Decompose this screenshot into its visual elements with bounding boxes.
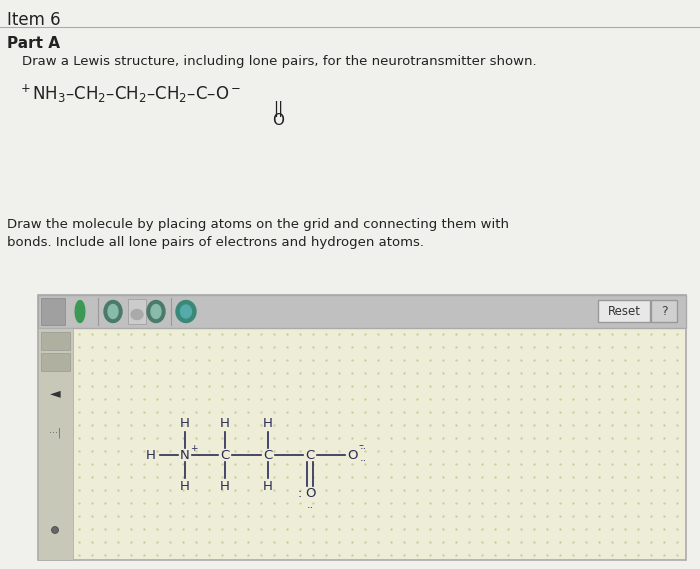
- Text: H: H: [220, 417, 230, 430]
- Text: N: N: [180, 448, 190, 461]
- Ellipse shape: [181, 305, 192, 318]
- Ellipse shape: [151, 304, 161, 319]
- Text: C: C: [220, 448, 230, 461]
- Bar: [38, 328, 73, 560]
- Text: +: +: [190, 443, 197, 452]
- Text: H: H: [220, 480, 230, 493]
- Text: C: C: [305, 448, 314, 461]
- Text: ◄: ◄: [50, 386, 60, 400]
- Text: H: H: [263, 417, 273, 430]
- Text: H: H: [263, 480, 273, 493]
- Text: O: O: [304, 486, 315, 500]
- Ellipse shape: [131, 310, 143, 320]
- Ellipse shape: [104, 300, 122, 323]
- Text: C: C: [263, 448, 272, 461]
- Text: –: –: [359, 440, 364, 450]
- Bar: [38, 295, 686, 328]
- Bar: [128, 299, 146, 324]
- Bar: [41, 353, 70, 371]
- Text: ···|: ···|: [49, 428, 61, 438]
- Text: Draw the molecule by placing atoms on the grid and connecting them with
bonds. I: Draw the molecule by placing atoms on th…: [7, 218, 509, 249]
- Text: H: H: [146, 448, 156, 461]
- Text: $^+$NH$_3$–CH$_2$–CH$_2$–CH$_2$–C–O$^-$: $^+$NH$_3$–CH$_2$–CH$_2$–CH$_2$–C–O$^-$: [18, 83, 241, 105]
- Bar: [41, 332, 70, 350]
- Text: H: H: [180, 417, 190, 430]
- Bar: [38, 295, 686, 560]
- Text: Reset: Reset: [608, 304, 640, 318]
- Ellipse shape: [176, 300, 196, 323]
- Polygon shape: [75, 300, 85, 323]
- Text: ··: ··: [360, 444, 368, 454]
- Text: ··: ··: [360, 456, 368, 466]
- Text: ||: ||: [273, 101, 283, 117]
- Bar: [598, 300, 650, 322]
- Text: O: O: [346, 448, 357, 461]
- Text: H: H: [180, 480, 190, 493]
- Text: ?: ?: [661, 304, 667, 318]
- Ellipse shape: [147, 300, 165, 323]
- Ellipse shape: [108, 304, 118, 319]
- Text: Draw a Lewis structure, including lone pairs, for the neurotransmitter shown.: Draw a Lewis structure, including lone p…: [22, 55, 537, 68]
- Text: :: :: [298, 486, 302, 500]
- Bar: [651, 300, 677, 322]
- Text: ··: ··: [307, 503, 314, 513]
- Text: O: O: [272, 113, 284, 128]
- Text: Part A: Part A: [7, 36, 60, 51]
- Bar: [41, 298, 65, 325]
- Ellipse shape: [52, 526, 59, 534]
- Text: Item 6: Item 6: [7, 11, 61, 29]
